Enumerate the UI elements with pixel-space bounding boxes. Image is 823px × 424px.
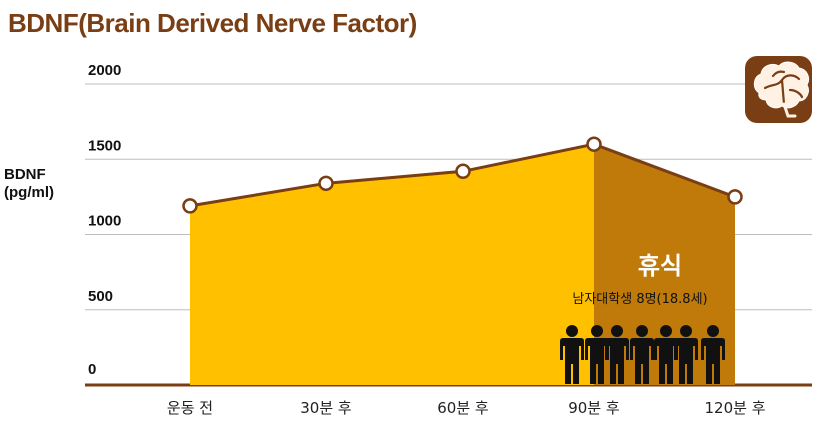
x-ticks: 운동 전 30분 후 60분 후 90분 후 120분 후 xyxy=(167,399,766,417)
person-icon xyxy=(560,325,584,384)
y-tick-label: 1000 xyxy=(88,213,121,230)
x-tick-label: 90분 후 xyxy=(568,399,620,417)
y-tick-label: 0 xyxy=(88,361,96,378)
chart-title: BDNF(Brain Derived Nerve Factor) xyxy=(8,8,417,38)
area-fill xyxy=(190,144,594,385)
y-tick-label: 1500 xyxy=(88,137,121,154)
x-tick-label: 30분 후 xyxy=(300,399,352,417)
person-icon xyxy=(654,325,678,384)
y-axis-label-line2: (pg/ml) xyxy=(4,184,54,201)
data-point xyxy=(455,163,471,180)
area-series xyxy=(190,144,735,385)
x-tick-label: 운동 전 xyxy=(167,399,213,417)
brain-icon xyxy=(745,56,812,123)
people-group xyxy=(560,325,725,384)
x-tick-label: 60분 후 xyxy=(437,399,489,417)
person-icon xyxy=(701,325,725,384)
brain-stem xyxy=(782,102,797,118)
person-icon xyxy=(674,325,698,384)
data-point xyxy=(318,175,334,192)
data-point xyxy=(727,189,743,205)
x-tick-label: 120분 후 xyxy=(705,399,766,417)
data-point xyxy=(182,198,198,214)
y-ticks: 0 500 1000 1500 2000 xyxy=(88,62,121,378)
data-point xyxy=(586,136,602,152)
rest-area-fill xyxy=(594,144,735,385)
data-points xyxy=(182,136,743,214)
y-axis-label: BDNF (pg/ml) xyxy=(4,166,54,202)
rest-label: 휴식 xyxy=(638,252,682,280)
person-icon xyxy=(630,325,654,384)
y-tick-label: 2000 xyxy=(88,62,121,79)
brain-folds xyxy=(763,70,804,106)
person-icon xyxy=(585,325,609,384)
y-tick-label: 500 xyxy=(88,288,113,305)
y-axis-label-line1: BDNF xyxy=(4,166,46,183)
group-label: 남자대학생 8명(18.8세) xyxy=(572,292,707,307)
person-icon xyxy=(605,325,629,384)
